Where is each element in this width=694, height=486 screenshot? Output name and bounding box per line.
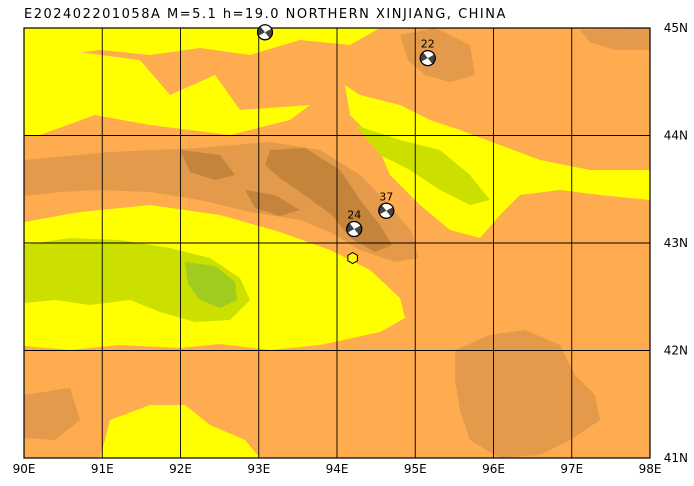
lowland-area-north-west <box>24 45 310 135</box>
earthquake-markers: 22 37 24 <box>256 24 436 238</box>
beachball-icon <box>256 24 274 41</box>
northern-lowland <box>24 28 380 60</box>
longitude-labels: 90E 91E 92E 93E 94E 95E 96E 97E 98E <box>13 462 662 476</box>
mountain-range-south-east <box>455 330 600 458</box>
lat-tick-label: 44N <box>664 129 688 143</box>
beachball-icon <box>378 202 395 219</box>
lon-tick-label: 95E <box>404 462 427 476</box>
mountain-range-south-west <box>24 388 80 440</box>
lat-tick-label: 43N <box>664 236 688 250</box>
lon-tick-label: 93E <box>247 462 270 476</box>
lon-tick-label: 92E <box>169 462 192 476</box>
earthquake-label: 22 <box>421 38 435 51</box>
lon-tick-label: 94E <box>326 462 349 476</box>
lon-tick-label: 90E <box>13 462 36 476</box>
lat-tick-label: 41N <box>664 451 688 465</box>
mountain-range-east <box>580 28 650 50</box>
lon-tick-label: 96E <box>482 462 505 476</box>
map-title: E202402201058A M=5.1 h=19.0 NORTHERN XIN… <box>24 7 507 22</box>
lowland-corridor <box>345 85 650 238</box>
lat-tick-label: 42N <box>664 344 688 358</box>
map-frame <box>23 27 651 459</box>
beachball-icon <box>346 220 363 238</box>
lon-tick-label: 98E <box>639 462 662 476</box>
lat-tick-label: 45N <box>664 21 688 35</box>
mountain-range-north-east <box>400 28 475 82</box>
lon-tick-label: 91E <box>91 462 114 476</box>
basin-depression <box>185 262 237 308</box>
earthquake-label: 37 <box>379 190 393 203</box>
lon-tick-label: 97E <box>560 462 583 476</box>
high-peaks-west <box>180 150 235 180</box>
beachball-icon <box>419 49 436 67</box>
low-plain-corridor <box>355 125 490 205</box>
lowland-area-south <box>100 405 260 458</box>
earthquake-label: 24 <box>347 209 361 222</box>
low-plain-west <box>24 238 250 322</box>
latitude-labels: 45N 44N 43N 42N 41N <box>664 21 688 465</box>
station-hexagon-icon <box>347 252 358 265</box>
